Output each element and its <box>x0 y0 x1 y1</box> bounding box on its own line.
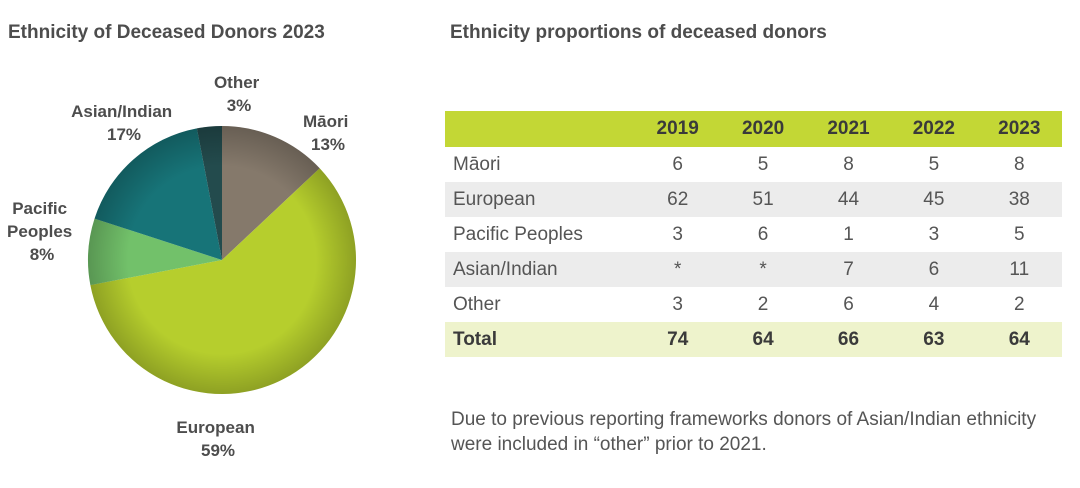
table-cell: 64 <box>720 322 806 357</box>
pie-chart-title: Ethnicity of Deceased Donors 2023 <box>8 22 325 43</box>
table-cell: 66 <box>805 322 892 357</box>
table-cell: 11 <box>976 252 1062 287</box>
table-cell: 5 <box>928 153 940 175</box>
table-cell: 5 <box>1013 223 1025 245</box>
table-cell: 7 <box>805 252 892 287</box>
header-cell-2023: 2023 <box>976 111 1062 147</box>
table-row-total: Total 74 64 66 63 64 <box>445 322 1062 357</box>
table-cell: 2 <box>757 293 769 315</box>
table-cell: 8 <box>1013 153 1025 175</box>
table-cell: 6 <box>672 153 683 175</box>
table-cell: 3 <box>672 223 683 245</box>
table-header-row: 2019 2020 2021 2022 2023 <box>445 111 1062 147</box>
table-cell: 51 <box>720 182 806 217</box>
row-label: European <box>445 182 635 217</box>
table-row-asian: Asian/Indian * * 7 6 11 <box>445 252 1062 287</box>
table-cell: 44 <box>805 182 892 217</box>
pie-label-asian: Asian/Indian 17% <box>71 102 177 144</box>
table-cell: 5 <box>757 153 769 175</box>
row-label: Māori <box>453 153 501 175</box>
pie-label-pacific: Pacific Peoples 8% <box>7 199 77 264</box>
pie-edge-shading <box>88 126 356 394</box>
table-cell: 3 <box>672 293 683 315</box>
table-cell: 64 <box>976 322 1062 357</box>
table-row-european: European 62 51 44 45 38 <box>445 182 1062 217</box>
header-cell-2019: 2019 <box>635 111 721 147</box>
row-label: Asian/Indian <box>445 252 635 287</box>
header-cell-2022: 2022 <box>891 111 977 147</box>
table-cell: 1 <box>843 223 854 245</box>
header-cell-2020: 2020 <box>720 111 806 147</box>
ethnicity-table: 2019 2020 2021 2022 2023 Māori 6 5 8 5 8… <box>445 111 1062 357</box>
pie-label-maori: Māori 13% <box>303 112 353 154</box>
table-cell: 62 <box>635 182 721 217</box>
table-row-pacific: Pacific Peoples 3 6 1 3 5 <box>445 217 1062 252</box>
header-cell-2021: 2021 <box>805 111 892 147</box>
table-cell: 63 <box>891 322 977 357</box>
table-cell: 6 <box>757 223 769 245</box>
table-cell: 8 <box>843 153 854 175</box>
header-cell-empty <box>445 111 635 147</box>
table-cell: 45 <box>891 182 977 217</box>
pie-label-other: Other 3% <box>214 73 264 115</box>
pie-chart: Other 3% Māori 13% Asian/Indian 17% Paci… <box>7 73 356 460</box>
footnote: Due to previous reporting frameworks don… <box>451 409 1037 455</box>
table-cell: 2 <box>1013 293 1025 315</box>
table-cell: 3 <box>928 223 940 245</box>
row-label: Pacific Peoples <box>453 223 583 245</box>
table-row-other: Other 3 2 6 4 2 <box>445 287 1062 322</box>
table-cell: 6 <box>891 252 977 287</box>
table-cell: * <box>635 252 721 287</box>
table-row-maori: Māori 6 5 8 5 8 <box>445 147 1062 182</box>
table-cell: 38 <box>976 182 1062 217</box>
row-label: Total <box>445 322 635 357</box>
pie-label-european: European 59% <box>176 418 259 460</box>
row-label: Other <box>453 293 501 315</box>
table-cell: * <box>720 252 806 287</box>
table-title: Ethnicity proportions of deceased donors <box>450 22 827 43</box>
table-cell: 74 <box>635 322 721 357</box>
table-cell: 4 <box>928 293 940 315</box>
table-cell: 6 <box>843 293 854 315</box>
